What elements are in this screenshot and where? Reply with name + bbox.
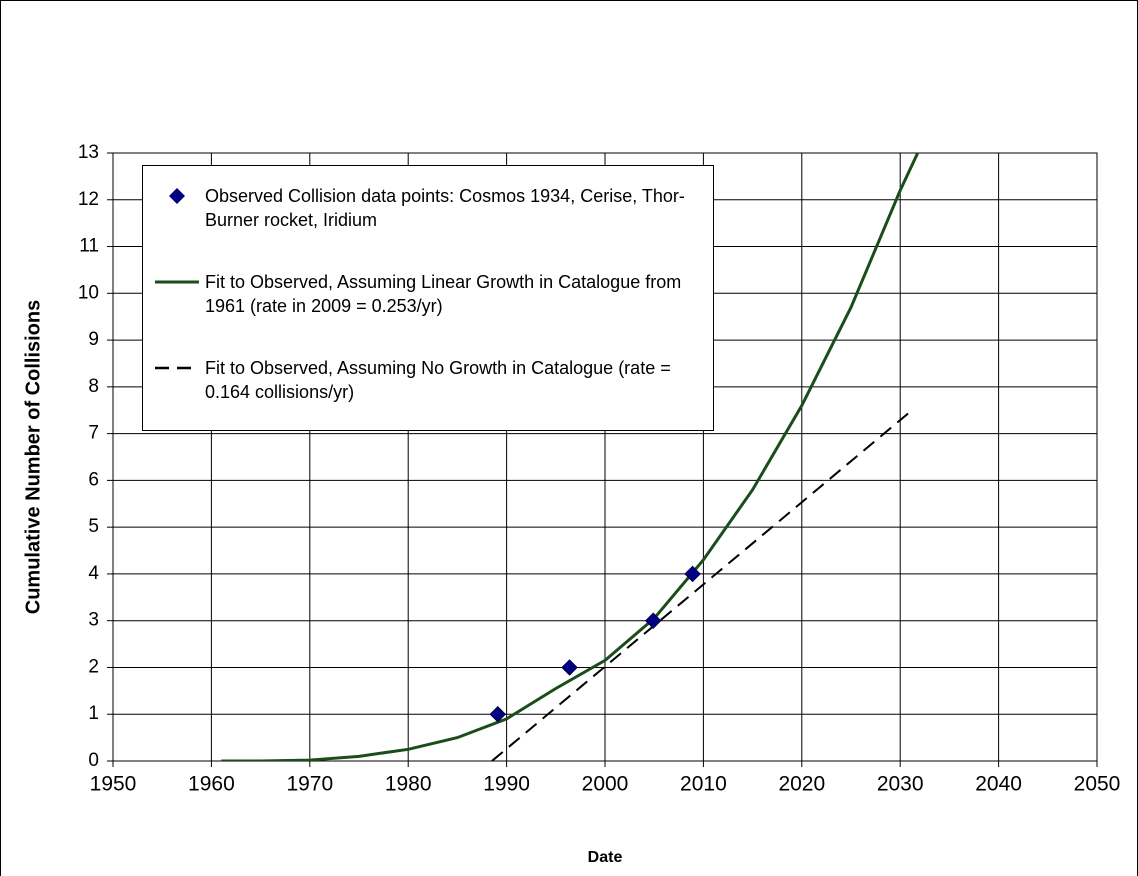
data-point [489, 705, 507, 723]
legend-label: Fit to Observed, Assuming No Growth in C… [205, 358, 671, 402]
data-point [644, 612, 662, 630]
x-tick-label: 1970 [286, 773, 333, 796]
legend: Observed Collision data points: Cosmos 1… [142, 165, 714, 431]
x-tick-label: 1990 [483, 773, 530, 796]
x-tick-label: 1950 [90, 773, 137, 796]
legend-symbol [155, 280, 199, 284]
y-tick-label: 2 [88, 656, 99, 677]
y-tick-label: 0 [88, 750, 99, 771]
fit-line-dashed [490, 409, 913, 761]
y-tick-label: 11 [79, 236, 99, 257]
x-tick-label: 2040 [975, 773, 1022, 796]
y-tick-label: 9 [88, 329, 99, 350]
y-axis-label: Cumulative Number of Collisions [22, 300, 44, 614]
y-tick-label: 12 [78, 189, 99, 210]
y-tick-label: 3 [88, 610, 99, 631]
y-tick-label: 7 [88, 423, 99, 444]
y-tick-label: 6 [88, 469, 99, 490]
y-tick-label: 1 [88, 703, 99, 724]
x-axis-label: Date [588, 849, 623, 866]
plot-border [112, 152, 1098, 762]
legend-label: Observed Collision data points: Cosmos 1… [205, 186, 685, 230]
y-tick-label: 5 [88, 516, 99, 537]
x-tick-label: 1980 [385, 773, 432, 796]
data-point [684, 565, 701, 583]
legend-symbol [155, 366, 199, 370]
x-tick-label: 1960 [188, 773, 235, 796]
legend-symbol [169, 188, 185, 204]
x-tick-label: 2050 [1074, 773, 1121, 796]
y-tick-label: 13 [78, 142, 99, 163]
x-tick-label: 2010 [680, 773, 727, 796]
y-tick-label: 4 [88, 563, 99, 584]
fit-curve [221, 153, 920, 761]
legend-marker [169, 188, 185, 204]
x-tick-label: 2000 [582, 773, 629, 796]
data-point [561, 659, 578, 676]
x-tick-label: 2020 [778, 773, 825, 796]
y-tick-label: 8 [88, 376, 99, 397]
y-tick-label: 10 [78, 282, 99, 303]
legend-label: Fit to Observed, Assuming Linear Growth … [205, 272, 682, 316]
x-tick-label: 2030 [877, 773, 924, 796]
